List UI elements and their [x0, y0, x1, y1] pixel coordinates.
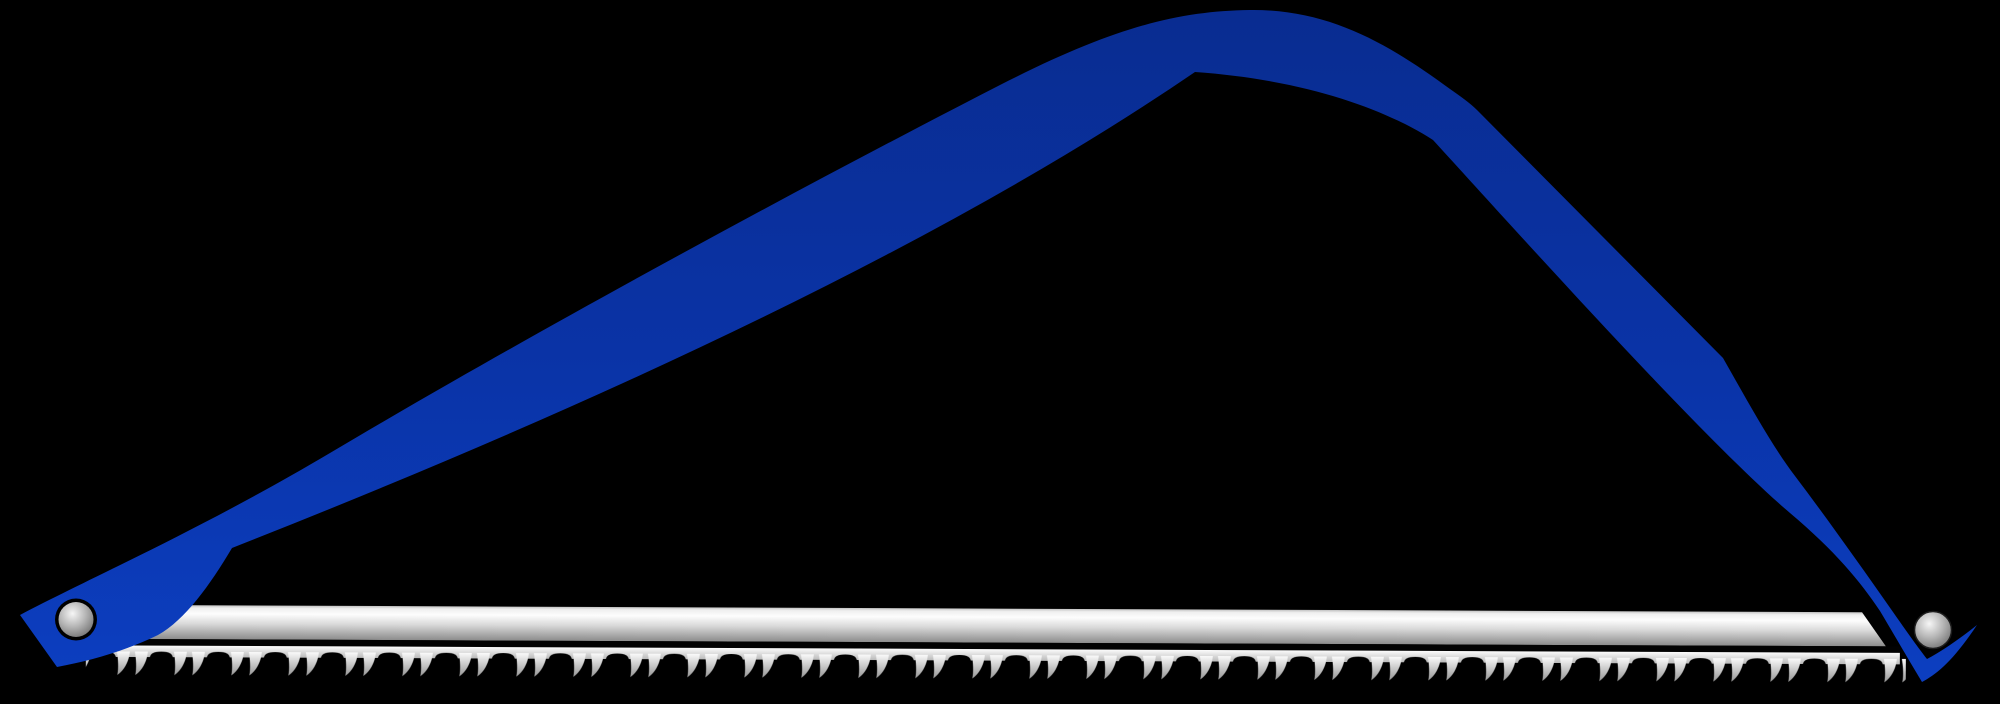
bow-frame — [20, 9, 1977, 682]
left-rivet — [55, 598, 97, 641]
right-rivet-ball — [1913, 610, 1953, 650]
blade-separator-line — [99, 638, 1900, 653]
teeth-row — [85, 644, 1906, 689]
left-rivet-ball — [58, 602, 94, 637]
saw-blade — [85, 605, 1906, 689]
blade-bar — [117, 605, 1886, 647]
